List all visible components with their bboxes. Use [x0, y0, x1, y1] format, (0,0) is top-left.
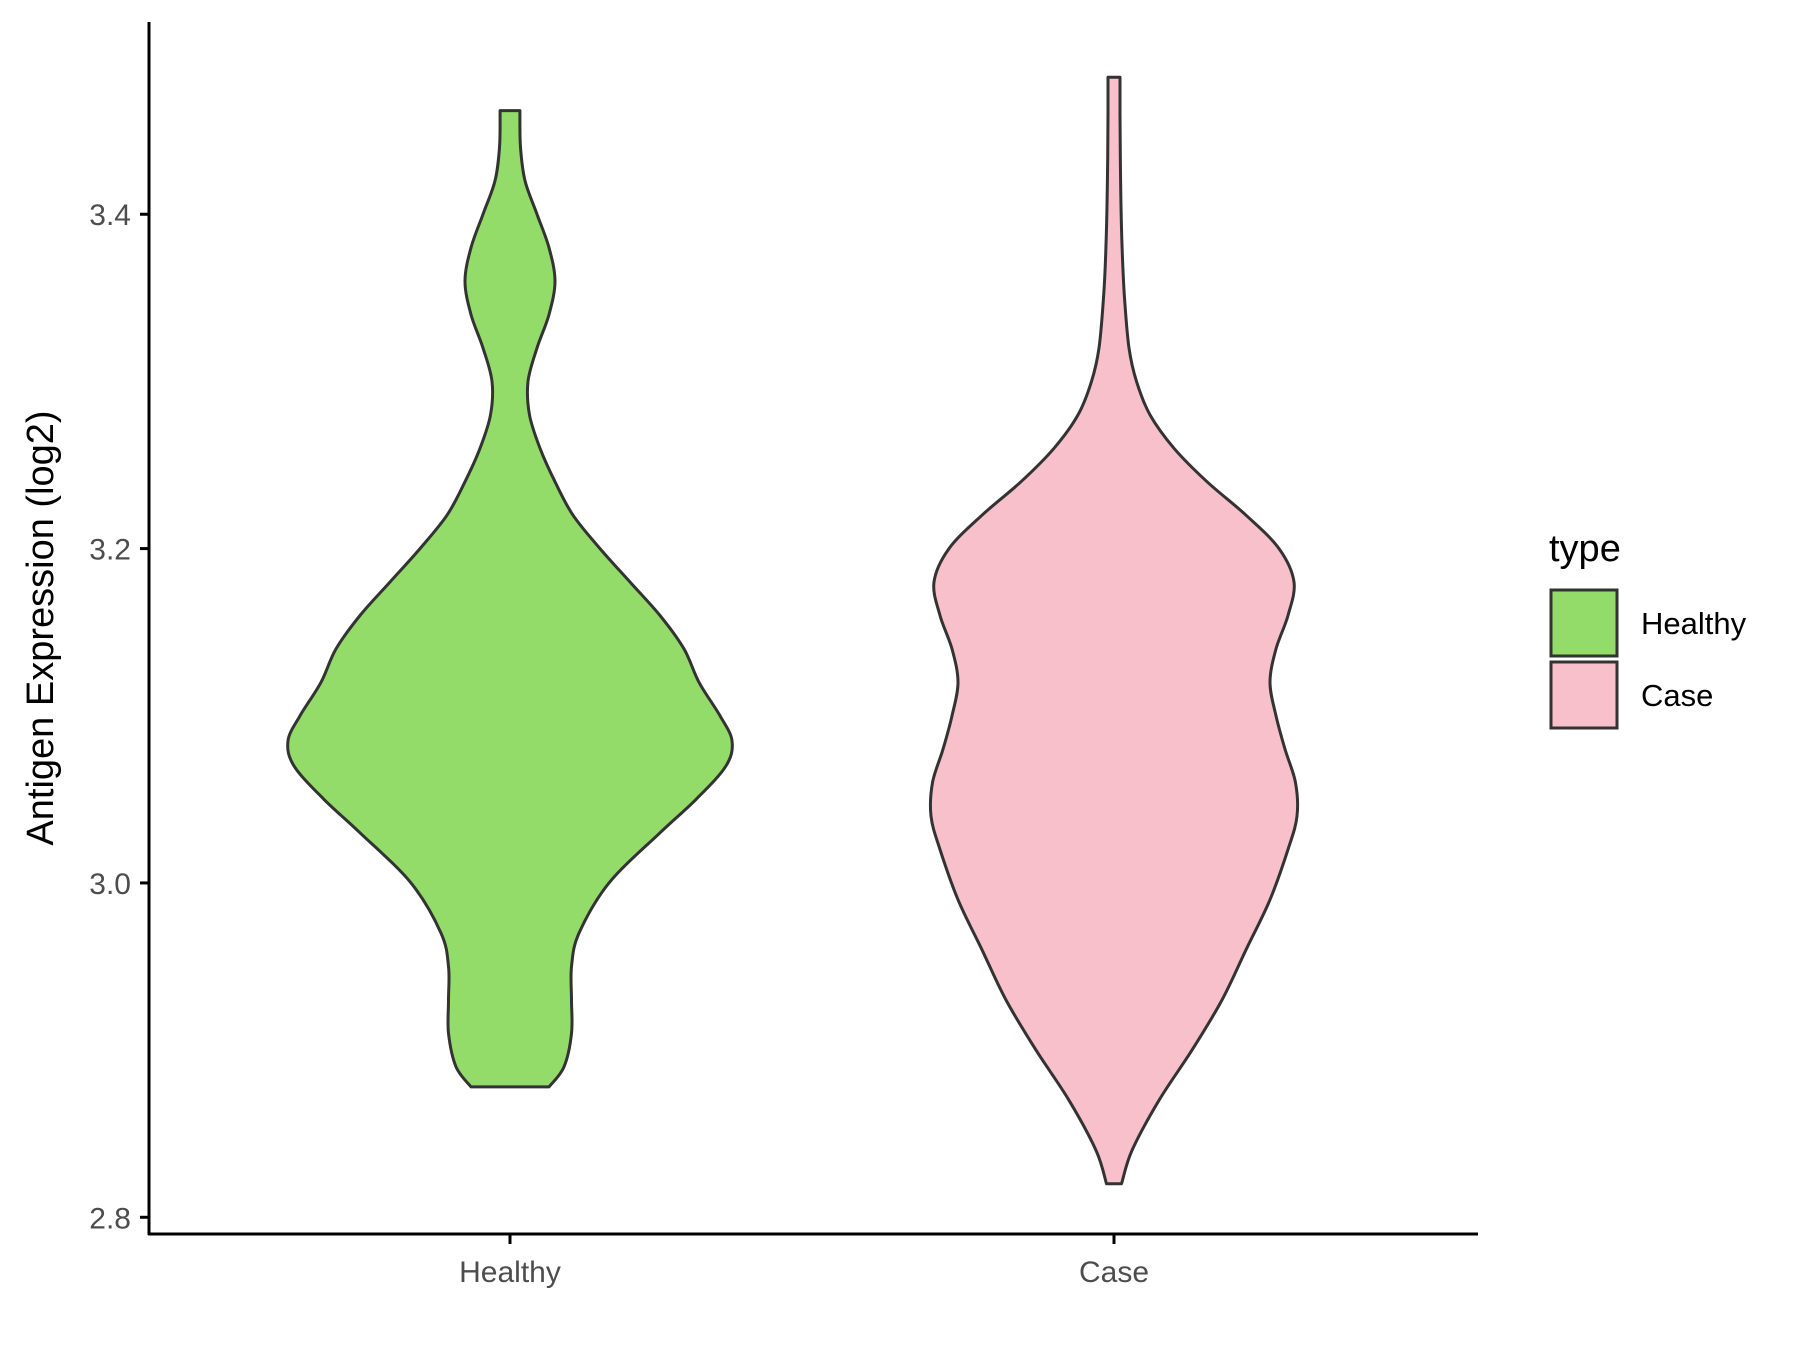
- legend: type Healthy Case: [1549, 528, 1747, 730]
- plot-area: 2.8 3.0 3.2 3.4 Healthy Case: [89, 22, 1478, 1289]
- y-ticks: 2.8 3.0 3.2 3.4: [89, 199, 149, 1235]
- legend-title: type: [1549, 528, 1621, 570]
- legend-label: Healthy: [1641, 606, 1747, 641]
- legend-label: Case: [1641, 678, 1713, 713]
- y-axis-title: Antigen Expression (log2): [20, 410, 62, 845]
- legend-key-case: [1549, 660, 1619, 730]
- violins: [286, 75, 1300, 1186]
- y-tick-label: 3.0: [89, 868, 131, 901]
- legend-items: Healthy Case: [1549, 588, 1747, 730]
- violin-healthy: [286, 109, 734, 1089]
- y-tick-label: 2.8: [89, 1202, 131, 1235]
- violin-case: [928, 75, 1300, 1186]
- legend-key-healthy: [1549, 588, 1619, 658]
- x-tick-label: Healthy: [459, 1256, 561, 1289]
- y-tick-label: 3.2: [89, 534, 131, 567]
- x-tick-label: Case: [1079, 1256, 1149, 1289]
- x-ticks: Healthy Case: [459, 1234, 1149, 1289]
- y-tick-label: 3.4: [89, 199, 131, 232]
